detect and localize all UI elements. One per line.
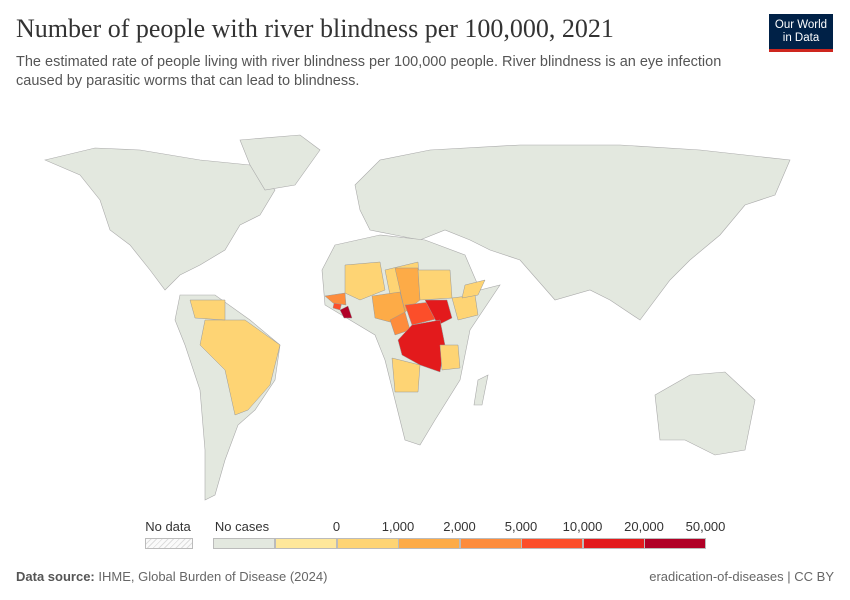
owid-logo[interactable]: Our World in Data <box>769 14 833 52</box>
legend-no-data-swatch[interactable] <box>145 538 193 549</box>
chart-subtitle: The estimated rate of people living with… <box>16 54 722 89</box>
legend-bin-label: 50,000 <box>685 519 726 534</box>
country-liberia[interactable] <box>339 305 353 319</box>
data-source: Data source: IHME, Global Burden of Dise… <box>16 569 327 584</box>
legend-swatch[interactable] <box>398 538 460 549</box>
legend-swatch[interactable] <box>521 538 583 549</box>
legend-bin-label: 2,000 <box>443 519 476 534</box>
map-legend: No data No cases 0 1,000 2,000 5,000 10,000 2… <box>0 515 850 555</box>
legend-no-cases-label: No cases <box>214 519 270 534</box>
legend-swatch[interactable] <box>644 538 706 549</box>
legend-bin-label: 1,000 <box>381 519 415 534</box>
north-america <box>44 147 276 291</box>
country-angola[interactable] <box>391 357 421 393</box>
country-mali[interactable] <box>344 261 386 301</box>
legend-bin-label: 20,000 <box>624 519 664 534</box>
source-text[interactable]: IHME, Global Burden of Disease (2024) <box>98 569 328 584</box>
greenland <box>239 134 321 191</box>
country-south-sudan[interactable] <box>424 299 453 326</box>
legend-no-cases-swatch[interactable] <box>213 538 275 549</box>
madagascar <box>473 374 489 406</box>
country-guinea[interactable] <box>324 292 347 306</box>
chart-title: Number of people with river blindness pe… <box>16 14 614 43</box>
legend-swatch[interactable] <box>336 538 399 549</box>
country-sudan[interactable] <box>417 269 453 301</box>
legend-swatch[interactable] <box>582 538 645 549</box>
legend-swatch[interactable] <box>459 538 522 549</box>
legend-bin-label: 0 <box>332 519 341 534</box>
legend-swatch[interactable] <box>275 538 337 549</box>
legend-no-data-label: No data <box>145 519 191 534</box>
country-brazil[interactable] <box>199 319 281 416</box>
legend-bin-label: 5,000 <box>504 519 538 534</box>
legend-bin-label: 10,000 <box>562 519 603 534</box>
country-tanzania[interactable] <box>439 344 461 371</box>
world-map[interactable] <box>0 120 850 510</box>
country-venezuela[interactable] <box>189 299 226 321</box>
country-yemen[interactable] <box>461 279 486 299</box>
source-label: Data source: <box>16 569 95 584</box>
footer-license[interactable]: eradication-of-diseases | CC BY <box>649 569 834 584</box>
australia <box>654 371 756 456</box>
